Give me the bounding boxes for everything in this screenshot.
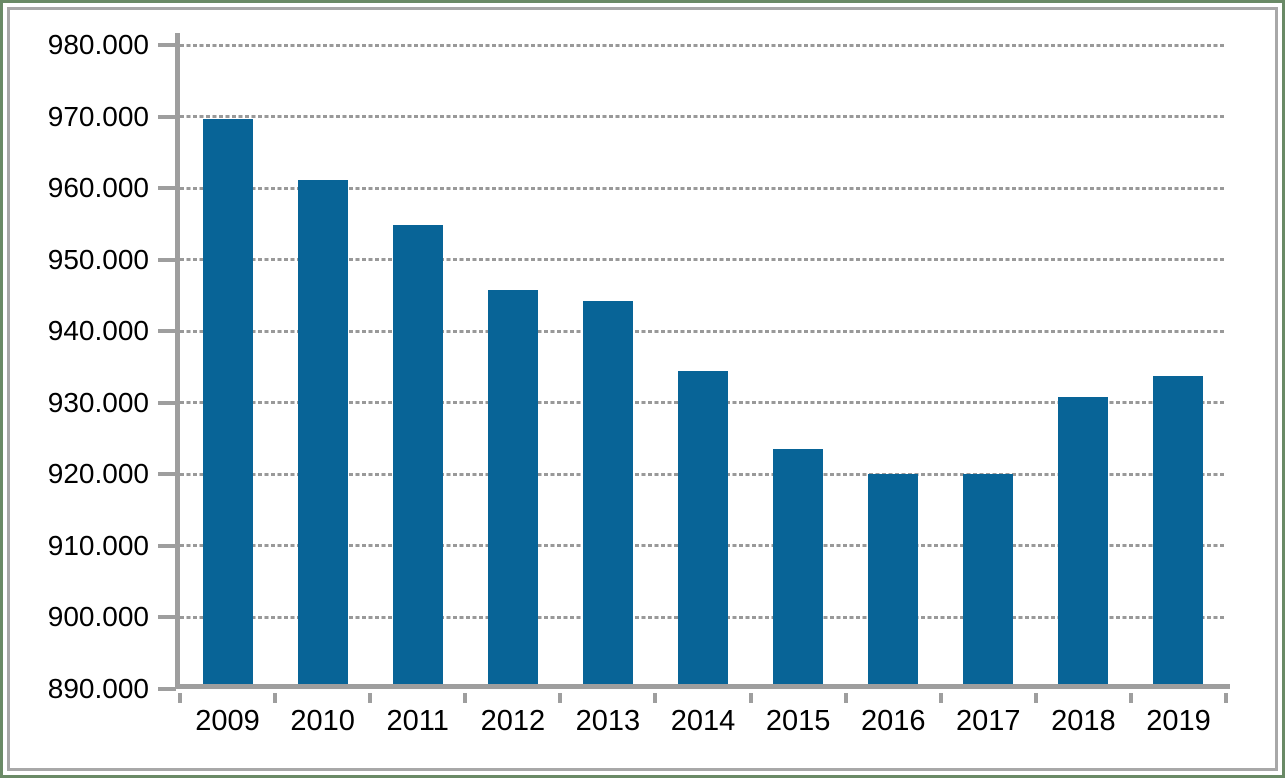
bar-2015 (773, 448, 824, 689)
x-tick-label: 2017 (956, 705, 1021, 737)
x-tick-2017 (938, 693, 943, 703)
bar-2017 (963, 474, 1014, 689)
x-tick-label: 2012 (480, 705, 546, 737)
x-tick-2012 (463, 693, 468, 703)
x-tick-2013 (558, 693, 563, 703)
x-tick-2014 (653, 693, 658, 703)
y-tick-label: 980.000 (47, 29, 149, 60)
y-tick-910.000 (158, 543, 176, 548)
y-tick-920.000 (158, 472, 176, 477)
x-tick-2018 (1033, 693, 1038, 703)
x-axis-line (175, 684, 1230, 689)
y-tick-960.000 (158, 186, 176, 191)
bar-2009 (202, 118, 253, 689)
y-axis-line (175, 33, 180, 689)
y-tick-980.000 (158, 43, 176, 47)
y-tick-900.000 (158, 615, 176, 620)
bar-2019 (1153, 376, 1204, 689)
y-tick-label: 930.000 (47, 386, 149, 418)
bar-2016 (868, 474, 919, 689)
plot-area (158, 33, 1230, 703)
x-tick-2009 (178, 693, 182, 703)
y-tick-label: 920.000 (47, 458, 149, 490)
x-tick-2019 (1128, 693, 1133, 703)
bar-2012 (487, 290, 538, 689)
y-tick-label: 960.000 (47, 172, 149, 204)
x-tick-label: 2016 (860, 705, 926, 737)
y-tick-970.000 (158, 114, 176, 119)
gridline-960.000 (180, 186, 1226, 190)
bar-2013 (582, 301, 633, 689)
y-tick-950.000 (158, 257, 176, 262)
y-tick-label: 940.000 (47, 315, 149, 347)
y-tick-label: 910.000 (47, 529, 149, 561)
x-tick-label: 2019 (1146, 705, 1211, 737)
y-tick-label: 890.000 (47, 673, 149, 704)
x-tick-label: 2014 (670, 705, 736, 737)
x-tick-label: 2015 (765, 705, 831, 737)
x-tick-2015 (748, 693, 753, 703)
x-tick-2011 (368, 693, 373, 703)
gridline-950.000 (180, 258, 1226, 262)
x-tick-label: 2009 (195, 705, 260, 737)
y-tick-label: 950.000 (47, 243, 149, 275)
x-tick-label: 2018 (1051, 705, 1116, 737)
gridline-980.000 (180, 43, 1226, 47)
gridline-970.000 (180, 115, 1226, 119)
x-tick-label: 2013 (575, 705, 641, 737)
x-tick-2010 (273, 693, 278, 703)
x-tick-2016 (843, 693, 848, 703)
bar-2018 (1058, 397, 1109, 689)
y-tick-930.000 (158, 400, 176, 405)
x-tick-label: 2010 (290, 705, 355, 737)
bar-2011 (392, 224, 443, 689)
y-tick-label: 900.000 (47, 601, 149, 633)
y-tick-label: 970.000 (47, 100, 149, 132)
y-tick-940.000 (158, 329, 176, 334)
bar-2010 (297, 179, 348, 689)
y-tick-890.000 (158, 687, 176, 691)
y-axis-labels: 980.000 970.000 960.000 950.000 940.000 930.0… (3, 29, 149, 704)
gridline-940.000 (180, 329, 1226, 333)
bar-2014 (678, 370, 728, 689)
x-axis-labels: 2009 2010 2011 2012 2013 2014 2015 2016 2017 2018… (180, 705, 1226, 738)
x-tick-label: 2011 (386, 705, 449, 737)
x-tick-end (1224, 693, 1228, 703)
